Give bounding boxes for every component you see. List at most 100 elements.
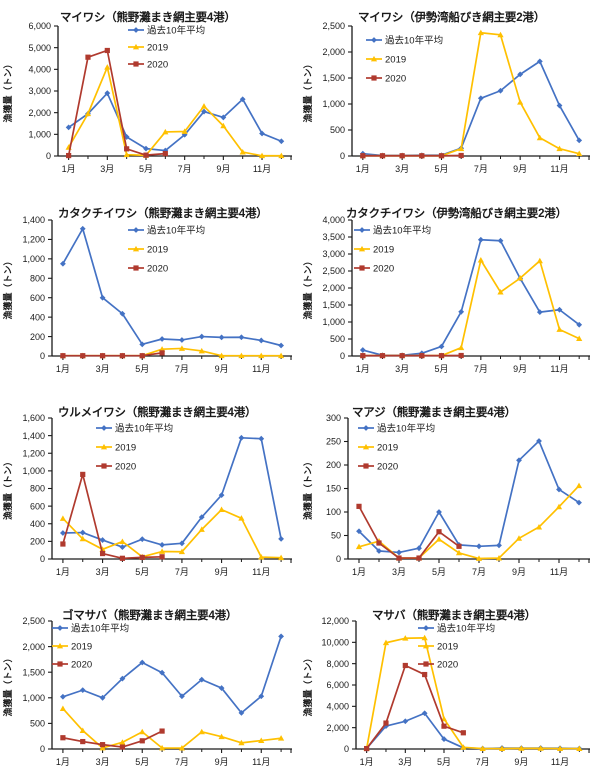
data-point	[360, 153, 366, 159]
legend-item-2019[interactable]: 2019	[354, 244, 394, 255]
x-tick-label: 7月	[474, 164, 488, 174]
chart-panel-maiwashi-kumanonada: マイワシ（熊野灘まき網主要4港） 漁獲量（トン） 0 1,000 2,000 3,000 4…	[0, 0, 300, 190]
legend-item-2020[interactable]: 2020	[354, 263, 394, 274]
legend-item-2019[interactable]: 2019	[128, 42, 168, 53]
series-過去10年平均	[363, 710, 583, 752]
chart-svg-urumeiwashi-kumanonada: ウルメイワシ（熊野灘まき網主要4港） 漁獲量（トン） 0 200 400 600 800 1,…	[2, 405, 292, 577]
x-tick-label: 9月	[513, 364, 527, 374]
legend-item-2019[interactable]: 2019	[128, 244, 168, 255]
chart-panel-maaji-kumanonada: マアジ（熊野灘まき網主要4港） 漁獲量（トン） 0 50 100 150 200 250 300…	[300, 390, 600, 595]
data-point	[458, 344, 465, 351]
y-axis-label: 漁獲量（トン）	[302, 256, 313, 319]
data-point	[99, 537, 106, 543]
chart-title: マアジ（熊野灘まき網主要4港）	[352, 405, 516, 419]
legend-item-過去10年平均[interactable]: 過去10年平均	[128, 224, 205, 236]
data-point	[60, 353, 66, 359]
y-tick-label: 1,400	[22, 431, 45, 441]
y-tick-label: 500	[330, 125, 345, 135]
y-axis-ticks: 0 200 400 600 800 1,000 1,200 1,400 1,600	[22, 413, 52, 564]
chart-title: カタクチイワシ（伊勢湾船びき網主要2港）	[346, 206, 567, 220]
legend-item-2020[interactable]: 2020	[128, 263, 168, 274]
legend-item-2020[interactable]: 2020	[418, 659, 458, 670]
y-tick-label: 1,000	[22, 693, 45, 703]
legend-item-過去10年平均[interactable]: 過去10年平均	[366, 34, 443, 46]
data-point	[220, 122, 227, 129]
data-point	[455, 549, 463, 556]
y-tick-label: 1,000	[22, 254, 45, 264]
data-point	[475, 555, 483, 561]
legend-item-2019[interactable]: 2019	[96, 442, 136, 453]
y-tick-label: 1,000	[322, 99, 345, 109]
data-point	[60, 541, 66, 547]
y-tick-label: 300	[326, 413, 341, 423]
data-point	[124, 146, 130, 152]
data-point	[556, 326, 563, 332]
y-tick-label: 150	[326, 484, 341, 494]
data-point	[498, 745, 506, 751]
legend: 過去10年平均 2019 2020	[128, 24, 205, 70]
data-point	[258, 337, 265, 344]
legend-item-2020[interactable]: 2020	[366, 73, 406, 84]
legend-label: 過去10年平均	[373, 224, 431, 236]
x-tick-label: 5月	[135, 757, 149, 767]
series-2020	[66, 47, 168, 159]
data-point	[379, 153, 386, 159]
data-point	[456, 543, 462, 549]
legend-item-2020[interactable]: 2020	[52, 659, 92, 670]
data-point	[536, 257, 543, 264]
legend-item-過去10年平均[interactable]: 過去10年平均	[354, 224, 431, 236]
chart-panel-urumeiwashi-kumanonada: ウルメイワシ（熊野灘まき網主要4港） 漁獲量（トン） 0 200 400 600 800 1,…	[0, 390, 300, 595]
data-point	[119, 538, 126, 544]
data-point	[79, 529, 86, 536]
data-point	[218, 733, 225, 740]
legend-item-過去10年平均[interactable]: 過去10年平均	[52, 622, 129, 634]
data-point	[436, 509, 442, 515]
data-point	[402, 718, 409, 725]
y-tick-label: 200	[30, 537, 45, 547]
legend: 過去10年平均 2019 2020	[128, 224, 205, 274]
chart-panel-masaba-kumanonada: マサバ（熊野灘まき網主要4港） 漁獲量（トン） 0 2,000 4,000 6,000 8,…	[300, 595, 600, 783]
y-axis-ticks: 0 200 400 600 800 1,000 1,200 1,400	[22, 215, 52, 361]
x-tick-label: 7月	[175, 567, 189, 577]
y-tick-label: 3,500	[322, 232, 345, 242]
chart-svg-maiwashi-isewan: マイワシ（伊勢湾船びき網主要2港） 漁獲量（トン） 0 500 1,000 1,500 2,…	[302, 10, 590, 174]
y-tick-label: 2,000	[22, 642, 45, 652]
legend-item-過去10年平均[interactable]: 過去10年平均	[358, 422, 435, 434]
legend-item-2019[interactable]: 2019	[52, 641, 92, 652]
legend-item-2020[interactable]: 2020	[358, 461, 398, 472]
data-point	[495, 554, 503, 561]
legend-item-過去10年平均[interactable]: 過去10年平均	[418, 622, 495, 634]
data-point	[139, 659, 146, 666]
legend-item-過去10年平均[interactable]: 過去10年平均	[96, 422, 173, 434]
data-point	[402, 662, 408, 669]
legend-item-2019[interactable]: 2019	[418, 641, 458, 652]
legend-item-2019[interactable]: 2019	[366, 54, 406, 65]
y-tick-label: 1,000	[322, 317, 345, 327]
data-point	[376, 540, 382, 546]
data-point	[576, 499, 582, 506]
legend-item-過去10年平均[interactable]: 過去10年平均	[128, 24, 205, 36]
legend-item-2020[interactable]: 2020	[96, 461, 136, 472]
data-point	[198, 526, 205, 532]
y-tick-label: 1,000	[22, 466, 45, 476]
chart-panel-katakuchiiwashi-kumanonada: カタクチイワシ（熊野灘まき網主要4港） 漁獲量（トン） 0 200 400 600 800 1…	[0, 190, 300, 390]
legend-item-2020[interactable]: 2020	[128, 59, 168, 70]
data-point	[162, 147, 169, 154]
x-tick-label: 5月	[135, 364, 149, 374]
data-point	[419, 153, 425, 159]
series-2020	[60, 350, 165, 359]
x-axis-ticks: 1月 3月 5月 7月 9月 11月	[56, 356, 292, 374]
series-2020	[360, 352, 464, 359]
x-tick-label: 1月	[356, 164, 370, 174]
legend-item-2019[interactable]: 2019	[358, 442, 398, 453]
y-tick-label: 10,000	[321, 638, 349, 648]
y-tick-label: 6,000	[28, 21, 51, 31]
x-tick-label: 5月	[437, 757, 451, 767]
x-tick-label: 11月	[551, 757, 569, 767]
x-tick-label: 1月	[56, 364, 70, 374]
data-point	[218, 352, 225, 359]
data-point	[139, 728, 146, 735]
data-point	[438, 343, 445, 350]
data-point	[479, 745, 486, 751]
data-point	[80, 471, 86, 477]
